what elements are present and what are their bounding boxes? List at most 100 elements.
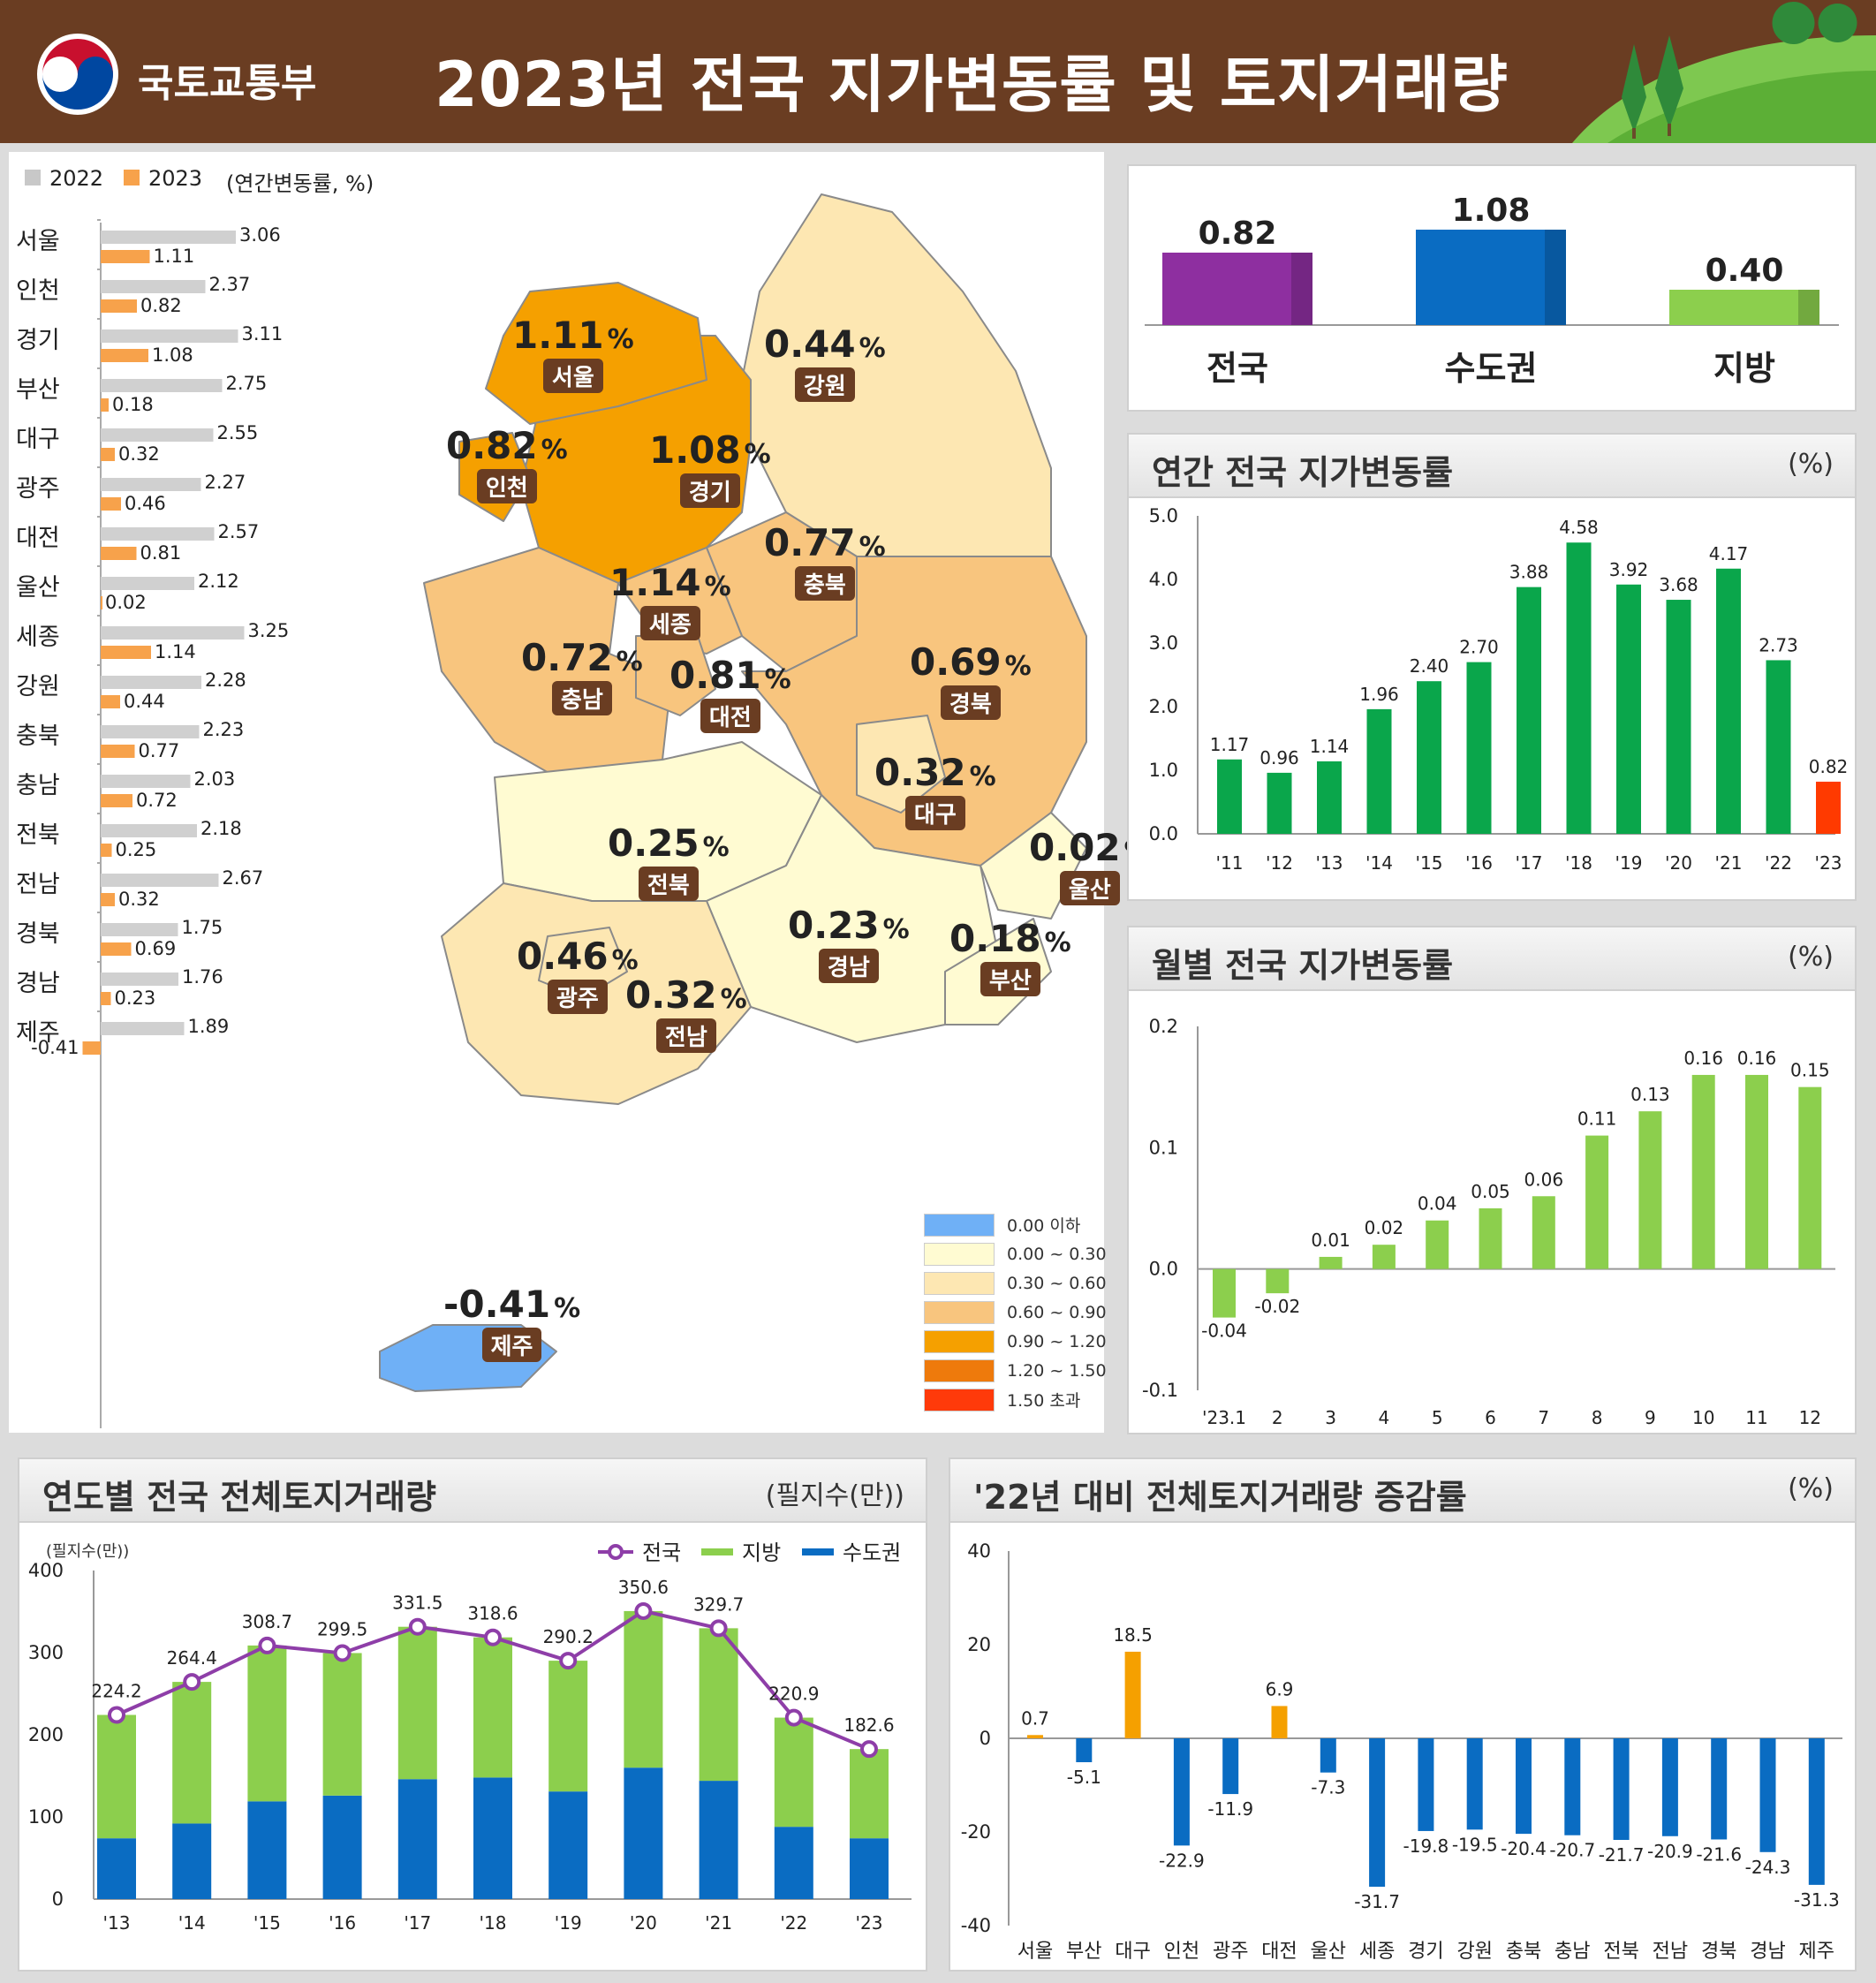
bar-2023-10 [101,745,135,758]
monthly-ytick-1: 0.0 [1149,1259,1178,1280]
volume-xtick-10: '23 [856,1912,883,1934]
monthly-xtick-3: 4 [1379,1407,1390,1428]
summary-bar-shade-1 [1545,230,1566,325]
bar-2022-2 [101,329,238,343]
change-bar-8 [1418,1738,1434,1831]
volume-label-4: 331.5 [392,1593,443,1614]
bar-2023-label-15: 0.23 [115,988,156,1009]
map-legend-swatch-5 [924,1359,995,1382]
annual-label-6: 3.88 [1509,562,1549,583]
map-badge-8: 경북 [940,685,1001,720]
bar-2023-12 [101,844,112,857]
volume-marker-8 [709,1619,728,1638]
bar-2022-11 [101,775,191,788]
annual-panel: 연간 전국 지가변동률 (%) 0.0 1.0 2.0 3.0 4.0 5.0 1.17 '1… [1127,433,1857,901]
volume-legend-swatch-region [701,1548,733,1555]
annual-xtick-3: '14 [1365,852,1393,874]
annual-label-1: 0.96 [1259,747,1299,768]
volume-bar-region-1 [172,1682,212,1824]
monthly-ytick-2: 0.1 [1149,1137,1178,1158]
annual-xtick-9: '20 [1665,852,1692,874]
volume-marker-1 [183,1673,201,1692]
bar-2022-14 [101,923,178,936]
bar-2022-label-11: 2.03 [194,768,236,790]
change-label-3: -22.9 [1159,1850,1205,1871]
monthly-bar-1 [1266,1268,1290,1294]
change-xtick-14: 경북 [1701,1941,1736,1963]
map-label-6: 0.72% 충남 [521,636,643,715]
change-bar-2 [1124,1651,1141,1738]
map-region-gyeongnam [706,794,999,1043]
change-panel: '22년 대비 전체토지거래량 증감률 (%) -40 -20 0 20 40 0.7 서울… [949,1457,1857,1972]
volume-ytick-4: 400 [28,1560,64,1581]
bar-2022-label-8: 3.25 [248,620,290,641]
legend-label-2023: 2023 [148,166,203,191]
annual-xtick-5: '16 [1465,852,1493,874]
bar-2022-label-16: 1.89 [188,1016,230,1037]
change-ytick-0: -40 [961,1915,991,1936]
volume-label-3: 299.5 [317,1618,367,1639]
volume-combo-chart: (필지수(만)) 전국 지방 수도권 0 100 200 300 400 '13 '14 '15 '16… [28,1540,912,1934]
legend-label-2022: 2022 [49,166,104,191]
map-legend-label-4: 0.90 ~ 1.20 [1007,1331,1107,1351]
summary-value-1: 1.08 [1452,193,1531,229]
change-label-4: -11.9 [1207,1798,1253,1820]
bar-2023-4 [101,448,115,461]
volume-xtick-3: '16 [329,1912,356,1934]
change-xtick-2: 대구 [1115,1941,1150,1963]
region-label-0: 서울 [16,228,60,255]
annual-label-9: 3.68 [1659,574,1698,595]
map-legend-label-1: 0.00 ~ 0.30 [1007,1244,1107,1264]
monthly-label-5: 0.05 [1471,1181,1510,1202]
map-region-daegu [856,715,946,814]
regions-bar-chart: 서울 3.06 1.11 인천 2.37 0.82 경기 3.11 1.08 부산 2.75 0.18… [16,219,290,1428]
change-bar-3 [1173,1738,1190,1846]
annual-label-3: 1.96 [1359,684,1399,705]
bar-2022-10 [101,725,200,738]
annual-ytick-1: 1.0 [1149,760,1178,781]
change-xtick-8: 경기 [1408,1941,1443,1963]
volume-panel: 연도별 전국 전체토지거래량 (필지수(만)) (필지수(만)) 전국 지방 수도권 0… [18,1457,927,1972]
annual-xtick-8: '19 [1615,852,1643,874]
monthly-label-3: 0.02 [1365,1217,1404,1238]
change-bar-5 [1271,1706,1288,1738]
monthly-label-8: 0.13 [1630,1084,1670,1105]
map-badge-11: 울산 [1059,871,1120,905]
bar-2023-3 [101,398,109,412]
map-value-3: 1.08% [649,428,771,472]
map-value-9: 0.32% [874,751,996,794]
map-label-10: 0.25% 전북 [608,821,730,901]
monthly-panel: 월별 전국 지가변동률 (%) -0.1 0.0 0.1 0.2 -0.04'23.1-… [1127,926,1857,1434]
bar-2023-label-1: 0.82 [140,295,182,316]
bar-2022-label-14: 1.75 [182,917,223,938]
annual-ytick-4: 4.0 [1149,569,1178,590]
map-percent-12: % [882,914,910,945]
bar-2022-7 [101,577,194,590]
monthly-bar-10 [1745,1074,1768,1269]
map-value-10: 0.25% [608,821,730,865]
monthly-xtick-4: 5 [1432,1407,1443,1428]
region-label-3: 부산 [16,376,60,404]
map-percent-8: % [1004,651,1032,682]
region-label-16: 제주 [16,1019,60,1047]
map-label-13: 0.18% 부산 [949,917,1071,996]
annual-bar-9 [1666,600,1691,834]
map-value-16: -0.41% [443,1283,581,1326]
change-bar-12 [1613,1738,1630,1841]
page-title: 2023년 전국 지가변동률 및 토지거래량 [435,49,1509,121]
change-label-7: -31.7 [1354,1891,1400,1912]
bar-2022-8 [101,626,245,640]
monthly-label-4: 0.04 [1418,1193,1457,1215]
legend-swatch-2023 [124,170,140,185]
map-badge-5: 세종 [639,606,700,640]
monthly-label-7: 0.11 [1577,1109,1617,1130]
volume-bar-region-6 [548,1661,588,1792]
volume-label-2: 308.7 [242,1611,292,1632]
change-label-14: -21.6 [1696,1843,1742,1865]
bar-2022-15 [101,973,178,986]
legend-swatch-2022 [25,170,41,185]
bar-2022-16 [101,1022,185,1035]
summary-bar-chart: 0.82 전국 1.08 수도권 0.40 지방 [1145,193,1839,388]
change-unit: (%) [1788,1473,1834,1504]
map-label-5: 1.14% 세종 [609,561,731,640]
